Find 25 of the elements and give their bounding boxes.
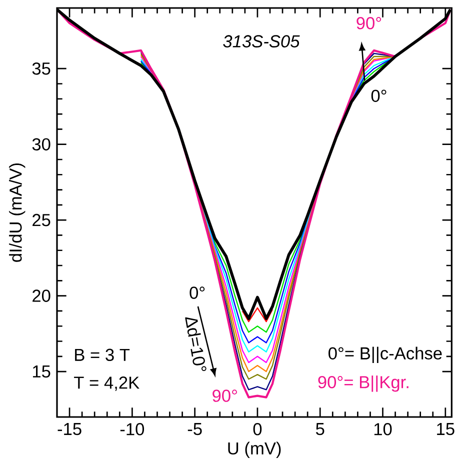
y-tick-label: 35 — [32, 62, 50, 75]
y-axis-title: dI/dU (mA/V) — [9, 164, 26, 262]
annotation: 90° — [356, 17, 382, 30]
annotation: 0° — [371, 90, 386, 102]
annotation: 0° — [190, 286, 205, 299]
x-axis-title: U (mV) — [228, 442, 281, 458]
text: 313S-S05 — [223, 35, 300, 48]
y-tick-label: 15 — [32, 366, 50, 378]
x-tick-label: 5 — [316, 423, 324, 436]
x-tick-label: 15 — [437, 423, 454, 436]
annotation: 90°= B||Kgr. — [318, 376, 408, 392]
line-series — [242, 307, 274, 322]
y-tick-label: 25 — [32, 214, 50, 226]
x-tick-label: -10 — [120, 423, 144, 436]
annotation: Δd=10° — [185, 317, 206, 372]
x-tick-label: 0 — [253, 423, 262, 436]
y-tick-label: 30 — [32, 138, 50, 150]
y-tick-label: 20 — [32, 290, 50, 302]
x-tick-label: -5 — [188, 423, 202, 436]
annotation: T = 4,2K — [74, 376, 140, 391]
annotation: B = 3 T — [75, 348, 130, 362]
x-tick-label: 10 — [374, 423, 392, 436]
x-tick-label: -15 — [58, 423, 82, 436]
annotation: 0°= B||c-Achse — [328, 346, 442, 364]
annotation: 90° — [212, 390, 237, 402]
